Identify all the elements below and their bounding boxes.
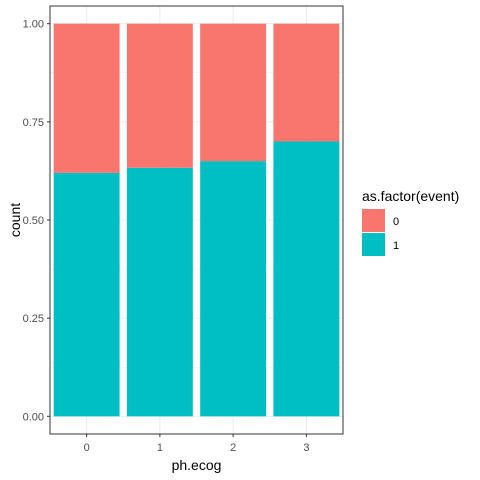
bar-2-event-0	[200, 23, 267, 162]
bar-3-event-0	[273, 23, 340, 142]
y-axis-title: count	[7, 203, 23, 237]
legend: as.factor(event) 0 1	[362, 188, 459, 256]
bar-1-event-1	[126, 167, 193, 417]
legend-key-1	[362, 233, 385, 256]
y-tick-label: 0.75	[23, 117, 44, 129]
legend-label-0: 0	[393, 216, 399, 228]
y-tick-label: 0.50	[23, 215, 44, 227]
legend-label-1: 1	[393, 240, 399, 252]
x-axis-title: ph.ecog	[172, 457, 222, 473]
x-tick-label: 2	[230, 442, 236, 454]
bar-2-event-1	[200, 161, 267, 417]
y-tick-label: 1.00	[23, 19, 44, 31]
legend-key-0	[362, 209, 385, 232]
y-tick-label: 0.00	[23, 411, 44, 423]
bars	[53, 23, 340, 417]
y-tick-label: 0.25	[23, 313, 44, 325]
y-axis: 0.00 0.25 0.50 0.75 1.00	[23, 19, 50, 423]
x-tick-label: 1	[157, 442, 163, 454]
bar-0-event-0	[53, 23, 120, 173]
legend-title: as.factor(event)	[362, 188, 459, 204]
bar-1-event-0	[126, 23, 193, 168]
bar-0-event-1	[53, 172, 120, 417]
x-tick-label: 0	[84, 442, 90, 454]
x-axis: 0 1 2 3	[84, 434, 309, 454]
x-tick-label: 3	[303, 442, 309, 454]
bar-3-event-1	[273, 141, 340, 417]
